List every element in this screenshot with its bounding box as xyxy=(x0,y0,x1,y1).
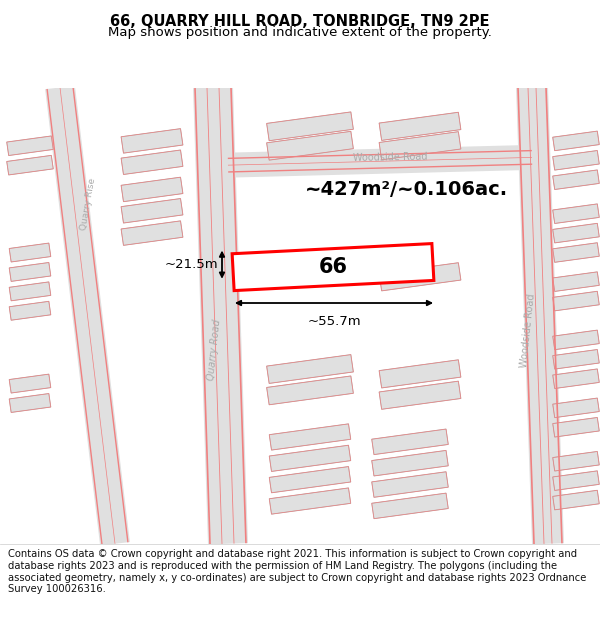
Polygon shape xyxy=(266,376,353,405)
Polygon shape xyxy=(9,394,51,412)
Text: 66, QUARRY HILL ROAD, TONBRIDGE, TN9 2PE: 66, QUARRY HILL ROAD, TONBRIDGE, TN9 2PE xyxy=(110,14,490,29)
Text: Contains OS data © Crown copyright and database right 2021. This information is : Contains OS data © Crown copyright and d… xyxy=(8,549,586,594)
Polygon shape xyxy=(372,493,448,519)
Polygon shape xyxy=(45,86,130,546)
Polygon shape xyxy=(553,291,599,311)
Polygon shape xyxy=(379,112,461,141)
Text: Woodside Road: Woodside Road xyxy=(353,152,427,163)
Polygon shape xyxy=(553,330,599,349)
Text: ~55.7m: ~55.7m xyxy=(307,314,361,328)
Polygon shape xyxy=(193,87,248,544)
Polygon shape xyxy=(9,243,51,262)
Polygon shape xyxy=(553,170,599,189)
Polygon shape xyxy=(9,301,51,320)
Polygon shape xyxy=(553,418,599,437)
Polygon shape xyxy=(269,467,351,492)
Polygon shape xyxy=(269,445,351,471)
Polygon shape xyxy=(553,242,599,262)
Polygon shape xyxy=(553,349,599,369)
Text: ~21.5m: ~21.5m xyxy=(164,258,218,271)
Polygon shape xyxy=(553,204,599,224)
Polygon shape xyxy=(379,262,461,291)
Text: Woodside Road: Woodside Road xyxy=(519,292,537,367)
Text: Quarry Rise: Quarry Rise xyxy=(79,177,97,231)
Text: ~427m²/~0.106ac.: ~427m²/~0.106ac. xyxy=(305,180,508,199)
Polygon shape xyxy=(9,282,51,301)
Polygon shape xyxy=(269,488,351,514)
Polygon shape xyxy=(379,360,461,388)
Polygon shape xyxy=(553,223,599,243)
Polygon shape xyxy=(7,136,53,156)
Polygon shape xyxy=(379,132,461,160)
Polygon shape xyxy=(9,262,51,281)
Polygon shape xyxy=(121,177,183,202)
Polygon shape xyxy=(553,131,599,151)
Polygon shape xyxy=(553,490,599,510)
Polygon shape xyxy=(553,272,599,291)
Polygon shape xyxy=(372,451,448,476)
Polygon shape xyxy=(553,451,599,471)
Polygon shape xyxy=(121,150,183,174)
Polygon shape xyxy=(7,156,53,175)
Text: Map shows position and indicative extent of the property.: Map shows position and indicative extent… xyxy=(108,26,492,39)
Polygon shape xyxy=(372,429,448,454)
Polygon shape xyxy=(266,354,353,383)
Polygon shape xyxy=(516,87,564,544)
Polygon shape xyxy=(372,472,448,498)
Text: Quarry Road: Quarry Road xyxy=(206,318,222,381)
Polygon shape xyxy=(232,244,434,291)
Polygon shape xyxy=(553,369,599,389)
Polygon shape xyxy=(553,151,599,170)
Polygon shape xyxy=(266,131,353,160)
Polygon shape xyxy=(121,221,183,246)
Polygon shape xyxy=(9,374,51,393)
Polygon shape xyxy=(553,471,599,491)
Polygon shape xyxy=(266,258,353,286)
Polygon shape xyxy=(269,424,351,450)
Polygon shape xyxy=(553,398,599,418)
Polygon shape xyxy=(379,381,461,409)
Text: 66: 66 xyxy=(319,257,347,277)
Polygon shape xyxy=(266,112,353,141)
Polygon shape xyxy=(121,199,183,223)
Polygon shape xyxy=(121,129,183,153)
